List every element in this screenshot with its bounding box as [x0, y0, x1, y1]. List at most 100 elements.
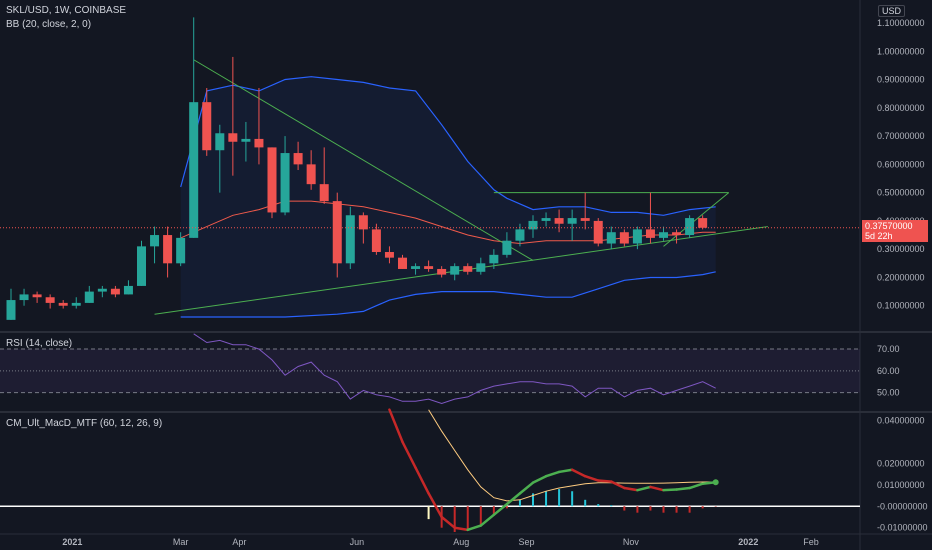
macd-axis-tick: -0.00000000 — [877, 501, 928, 511]
macd-line-segment — [623, 486, 639, 492]
candle-body — [228, 133, 238, 142]
macd-axis-tick: 0.04000000 — [877, 415, 925, 425]
time-axis-label: Apr — [232, 537, 246, 547]
price-axis-tick: 0.50000000 — [877, 188, 925, 198]
macd-line-segment — [583, 474, 600, 482]
bollinger-fill — [180, 76, 716, 317]
macd-signal-line — [428, 409, 716, 502]
candle-body — [6, 300, 16, 320]
candle-body — [202, 102, 212, 151]
candle-body — [332, 201, 342, 264]
macd-histogram-bar — [688, 506, 691, 513]
trendline-ascending — [154, 226, 768, 315]
macd-line-segment — [388, 408, 404, 444]
macd-histogram-bar — [623, 506, 626, 511]
candle-body — [137, 246, 146, 286]
macd-line-segment — [610, 480, 626, 490]
macd-line-segment — [440, 515, 456, 529]
macd-cross-dot — [712, 479, 719, 486]
candle-body — [371, 229, 381, 253]
bb-legend: BB (20, close, 2, 0) — [6, 19, 95, 30]
price-panel — [0, 17, 860, 320]
candle-body — [293, 153, 303, 165]
macd-line-segment — [557, 468, 574, 474]
time-axis-label: Aug — [453, 537, 469, 547]
time-axis-label: Sep — [518, 537, 534, 547]
time-axis-label: 2022 — [738, 537, 758, 547]
candle-body — [176, 237, 186, 264]
candle-body — [110, 288, 120, 295]
candle-body — [254, 138, 264, 148]
candle-body — [345, 215, 355, 264]
macd-line-segment — [544, 470, 561, 478]
macd-line-segment — [427, 492, 443, 519]
candle-body — [515, 229, 525, 241]
macd-histogram-bar — [505, 506, 508, 509]
rsi-axis-tick: 50.00 — [877, 388, 900, 398]
candle-body — [306, 164, 316, 185]
candle-body — [384, 252, 394, 258]
candle-body — [32, 294, 42, 298]
candle-body — [450, 266, 460, 275]
candle-body — [554, 218, 564, 224]
candle-body — [97, 288, 107, 292]
candle-body — [280, 153, 290, 213]
candle-body — [123, 285, 133, 295]
bb-indicator-label[interactable]: BB (20, close, 2, 0) — [6, 19, 92, 30]
macd-line-segment — [453, 526, 469, 532]
macd-axis-tick: 0.02000000 — [877, 458, 925, 468]
symbol-label[interactable]: SKL/USD, 1W, COINBASE — [6, 5, 127, 16]
candle-body — [150, 235, 160, 247]
candle-body — [84, 291, 94, 303]
candle-body — [411, 266, 421, 269]
macd-histogram-bar — [492, 506, 495, 515]
macd-histogram-bar — [453, 506, 456, 532]
macd-line-segment — [675, 486, 691, 491]
rsi-indicator-label[interactable]: RSI (14, close) — [6, 338, 73, 349]
macd-axis-tick: -0.01000000 — [877, 523, 928, 533]
candle-body — [672, 232, 682, 236]
time-axis-label: Mar — [173, 537, 189, 547]
macd-line-segment — [649, 485, 665, 492]
price-axis-tick: 0.30000000 — [877, 244, 925, 254]
macd-histogram-bar — [610, 505, 613, 507]
candle-body — [267, 147, 277, 213]
bollinger-lower-line — [180, 271, 716, 318]
macd-legend: CM_Ult_MacD_MTF (60, 12, 26, 9) — [6, 418, 166, 429]
time-axis-label: 2021 — [62, 537, 82, 547]
candle-body — [580, 218, 590, 221]
candle-body — [45, 297, 55, 303]
macd-histogram-bar — [427, 506, 430, 520]
bar-countdown: 5d 22h — [865, 231, 893, 241]
macd-indicator-label[interactable]: CM_Ult_MacD_MTF (60, 12, 26, 9) — [6, 418, 163, 429]
macd-histogram-bar — [675, 506, 678, 513]
macd-line-segment — [479, 513, 496, 527]
macd-line-segment — [466, 524, 483, 532]
candle-body — [528, 220, 538, 230]
rsi-axis-tick: 60.00 — [877, 366, 900, 376]
last-price-value: 0.37570000 — [865, 221, 913, 231]
currency-badge[interactable]: USD — [878, 5, 906, 17]
candle-body — [619, 232, 629, 244]
macd-line-segment — [531, 474, 548, 484]
currency-label: USD — [882, 6, 902, 16]
candle-body — [698, 218, 708, 228]
price-axis-tick: 0.90000000 — [877, 75, 925, 85]
macd-histogram-bar — [584, 499, 587, 507]
macd-line-segment — [688, 482, 704, 490]
candle-body — [58, 302, 68, 306]
price-axis-tick: 1.00000000 — [877, 46, 925, 56]
price-axis-tick: 0.20000000 — [877, 272, 925, 282]
candle-body — [215, 133, 225, 151]
candle-body — [463, 266, 473, 272]
candle-body — [437, 268, 447, 275]
candle-body — [241, 138, 251, 142]
macd-line-segment — [414, 466, 430, 495]
candle-body — [476, 263, 486, 272]
price-axis-tick: 0.80000000 — [877, 103, 925, 113]
macd-histogram-bar — [701, 506, 704, 509]
macd-histogram-bar — [597, 504, 600, 507]
macd-line-segment — [662, 488, 678, 492]
candle-body — [685, 218, 695, 236]
